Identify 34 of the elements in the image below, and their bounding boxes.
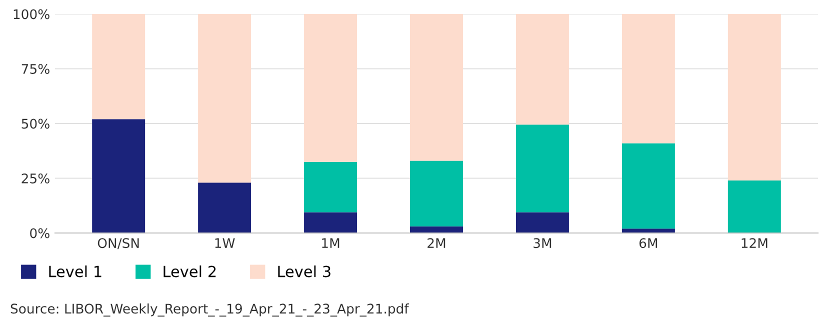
bar <box>198 182 252 233</box>
bar <box>410 160 463 226</box>
bar <box>410 226 463 233</box>
bar <box>410 14 463 161</box>
y-tick-label: 75% <box>22 64 50 74</box>
bar <box>304 14 358 162</box>
legend-label: Level 2 <box>164 265 216 278</box>
bar <box>728 14 781 180</box>
x-tick-label: ON/SN <box>98 238 139 250</box>
x-tick-label: 1W <box>215 238 235 248</box>
legend-label: Level 1 <box>49 265 102 278</box>
bar <box>516 14 569 125</box>
bar <box>516 124 569 212</box>
bar <box>622 14 675 144</box>
y-tick-label: 25% <box>22 173 50 184</box>
bar <box>622 143 675 229</box>
bar <box>304 162 358 212</box>
bar <box>728 180 781 233</box>
x-tick-label: 1M <box>322 238 340 248</box>
x-tick-label: 12M <box>742 238 768 248</box>
x-tick-label: 2M <box>428 238 446 248</box>
x-tick-label: 3M <box>534 238 552 248</box>
bar <box>198 14 252 183</box>
bar <box>516 212 569 233</box>
legend-label: Level 3 <box>278 265 330 278</box>
x-tick-label: 6M <box>639 238 658 248</box>
bar <box>304 212 358 233</box>
y-tick-label: 0% <box>30 228 50 238</box>
source-note: Source: LIBOR_Weekly_Report_-_19_Apr_21_-_23_Apr_21.pdf <box>10 303 410 317</box>
bar <box>92 14 146 120</box>
bar <box>92 119 146 233</box>
bar <box>622 228 675 233</box>
y-tick-label: 100% <box>14 9 50 20</box>
y-tick-label: 50% <box>22 118 50 129</box>
